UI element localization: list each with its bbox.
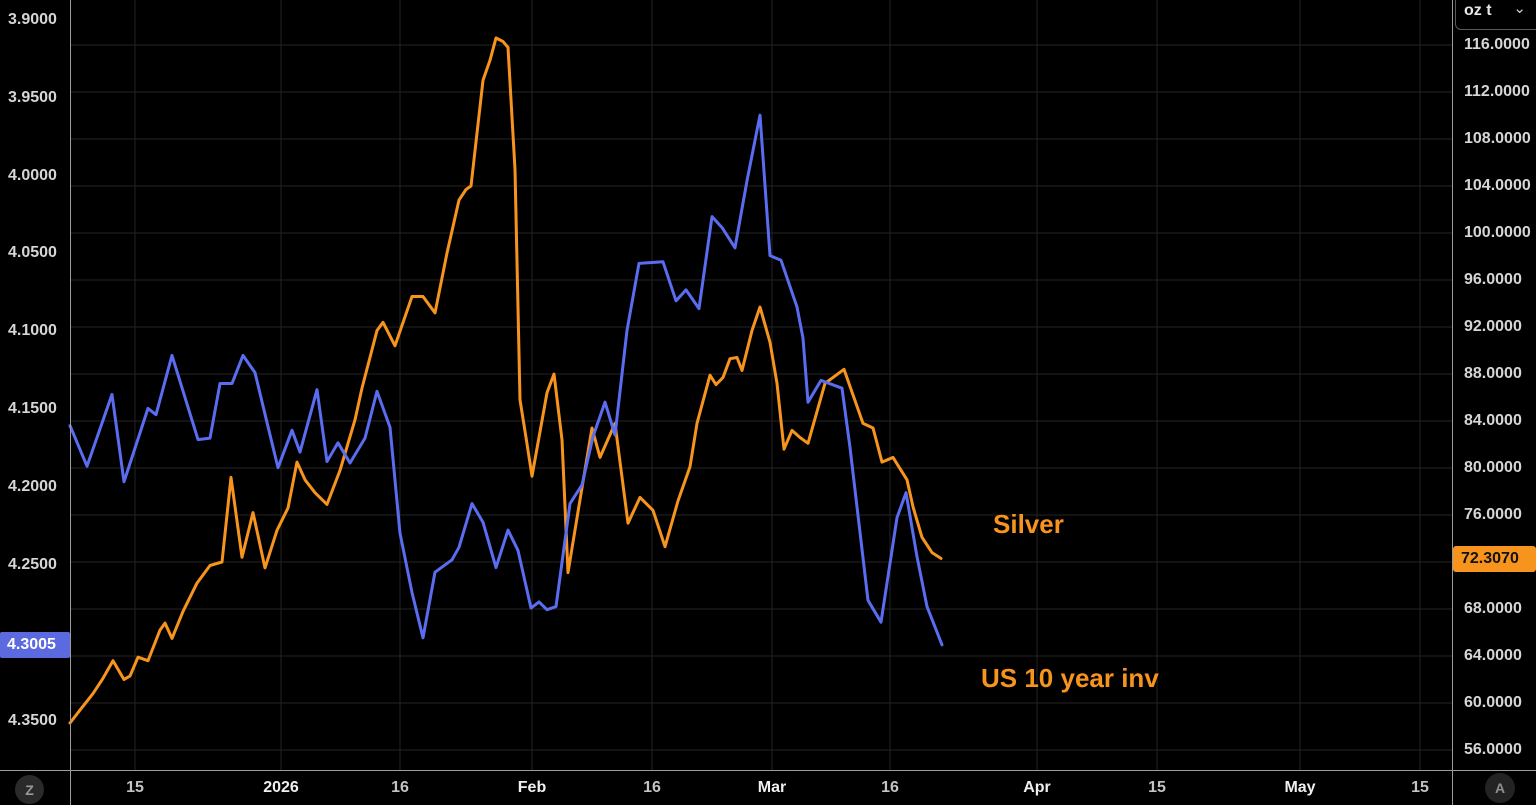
time-axis-label: 15 (1148, 779, 1166, 796)
right-axis-label: 116.0000 (1464, 36, 1530, 53)
series-label-us10: US 10 year inv (981, 663, 1159, 693)
left-axis-label: 4.0000 (8, 167, 57, 184)
time-axis-border (0, 770, 1536, 771)
time-axis[interactable]: 15 2026 16 Feb 16 Mar 16 Apr 15 May 15 (0, 771, 1536, 805)
right-axis-label: 108.0000 (1464, 130, 1531, 147)
right-axis-label: 112.0000 (1464, 83, 1530, 100)
right-axis-label: 92.0000 (1464, 318, 1522, 335)
left-axis-label: 4.1000 (8, 322, 57, 339)
right-axis-label: 80.0000 (1464, 459, 1522, 476)
right-axis-label: 84.0000 (1464, 412, 1522, 429)
time-axis-label: 15 (1411, 779, 1429, 796)
time-axis-label: 16 (391, 779, 409, 796)
right-axis-label: 64.0000 (1464, 647, 1522, 664)
timezone-button[interactable]: Z (15, 775, 44, 804)
left-axis-label: 4.1500 (8, 400, 57, 417)
right-axis-border (1452, 0, 1453, 805)
chevron-down-icon: ⌄ (1513, 0, 1526, 17)
right-axis-label: 56.0000 (1464, 741, 1522, 758)
left-axis-border (70, 0, 71, 805)
left-axis-label: 4.2000 (8, 478, 57, 495)
left-axis-label: 3.9000 (8, 11, 57, 28)
last-price-badge-us10: 4.3005 (0, 632, 70, 658)
time-axis-label: May (1284, 779, 1316, 796)
time-axis-label: 15 (126, 779, 144, 796)
time-axis-label: 2026 (263, 779, 299, 796)
left-axis-label: 3.9500 (8, 89, 57, 106)
series-label-silver: Silver (993, 509, 1064, 539)
right-axis-label: 68.0000 (1464, 600, 1522, 617)
time-axis-label: Feb (517, 779, 547, 796)
left-axis-label: 4.0500 (8, 244, 57, 261)
time-axis-label: Mar (757, 779, 787, 796)
time-axis-label: 16 (643, 779, 661, 796)
last-price-badge-silver: 72.3070 (1453, 546, 1536, 572)
unit-selector-label: oz t (1464, 2, 1492, 19)
right-axis-label: 104.0000 (1464, 177, 1531, 194)
time-axis-label: Apr (1023, 779, 1051, 796)
right-axis-label: 76.0000 (1464, 506, 1522, 523)
series-line-silver (68, 36, 943, 725)
time-axis-label: 16 (881, 779, 899, 796)
right-axis-label: 96.0000 (1464, 271, 1522, 288)
right-axis-label: 88.0000 (1464, 365, 1522, 382)
unit-selector-dropdown[interactable]: oz t ⌄ (1455, 0, 1536, 30)
left-axis-label: 4.3500 (8, 712, 57, 729)
series-line-us-10-year-inv (68, 113, 944, 647)
autoscale-button[interactable]: A (1485, 773, 1515, 803)
left-axis-label: 4.2500 (8, 556, 57, 573)
right-axis-label: 60.0000 (1464, 694, 1522, 711)
right-axis-label: 100.0000 (1464, 224, 1531, 241)
